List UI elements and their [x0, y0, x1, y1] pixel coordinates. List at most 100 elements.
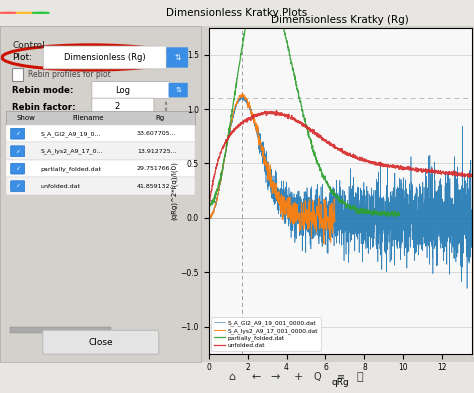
Circle shape: [0, 12, 17, 13]
S_A_lys2_A9_17_001_0000.dat: [330, 231, 336, 235]
FancyBboxPatch shape: [92, 98, 154, 115]
Text: Rebin factor:: Rebin factor:: [12, 103, 76, 112]
Text: 13.912725...: 13.912725...: [137, 149, 177, 154]
Text: Rebin profiles for plot: Rebin profiles for plot: [28, 70, 111, 79]
Bar: [6, 143, 195, 160]
S_A_lys2_A9_17_001_0000.dat: [207, 217, 212, 222]
S_A_GI2_A9_19_001_0000.dat: [240, 93, 246, 98]
Line: S_A_lys2_A9_17_001_0000.dat: S_A_lys2_A9_17_001_0000.dat: [210, 94, 335, 244]
FancyBboxPatch shape: [11, 163, 25, 174]
FancyBboxPatch shape: [92, 82, 170, 99]
Legend: S_A_GI2_A9_19_001_0000.dat, S_A_lys2_A9_17_001_0000.dat, partially_folded.dat, u: S_A_GI2_A9_19_001_0000.dat, S_A_lys2_A9_…: [211, 317, 320, 351]
S_A_GI2_A9_19_001_0000.dat: [252, 122, 258, 127]
S_A_GI2_A9_19_001_0000.dat: [436, 206, 441, 210]
S_A_lys2_A9_17_001_0000.dat: [332, 219, 338, 224]
Text: S_A_lys2_A9_17_0...: S_A_lys2_A9_17_0...: [40, 149, 103, 154]
FancyBboxPatch shape: [11, 146, 25, 156]
S_A_lys2_A9_17_001_0000.dat: [321, 242, 327, 246]
Text: ⌂: ⌂: [228, 372, 236, 382]
FancyBboxPatch shape: [43, 46, 166, 69]
Text: →: →: [270, 372, 280, 382]
Text: Dimensionless Kratky Plots: Dimensionless Kratky Plots: [166, 8, 308, 18]
Text: 41.859132...: 41.859132...: [137, 184, 176, 189]
FancyBboxPatch shape: [169, 83, 188, 97]
Bar: [12, 68, 23, 81]
unfolded.dat: [356, 157, 362, 162]
Y-axis label: (qRg)^2*I(q)/I(0): (qRg)^2*I(q)/I(0): [171, 161, 178, 220]
Text: ∧: ∧: [163, 101, 167, 106]
partially_folded.dat: [350, 203, 356, 208]
FancyBboxPatch shape: [166, 48, 188, 68]
partially_folded.dat: [371, 211, 376, 216]
partially_folded.dat: [342, 200, 348, 204]
Text: Q: Q: [314, 372, 321, 382]
FancyBboxPatch shape: [11, 129, 25, 139]
Text: Rg: Rg: [155, 115, 164, 121]
Text: 33.607705...: 33.607705...: [137, 131, 176, 136]
unfolded.dat: [323, 139, 329, 144]
S_A_GI2_A9_19_001_0000.dat: [237, 97, 242, 102]
Title: Dimensionless Kratky (Rg): Dimensionless Kratky (Rg): [271, 15, 409, 25]
Line: S_A_GI2_A9_19_001_0000.dat: S_A_GI2_A9_19_001_0000.dat: [210, 95, 472, 288]
Text: Dimensionless (Rg): Dimensionless (Rg): [64, 53, 146, 62]
partially_folded.dat: [397, 210, 402, 215]
Text: ✓: ✓: [15, 131, 20, 136]
Text: Filename: Filename: [73, 115, 104, 121]
S_A_lys2_A9_17_001_0000.dat: [267, 173, 273, 178]
unfolded.dat: [227, 133, 233, 138]
Text: ✓: ✓: [15, 166, 20, 171]
Text: ✓: ✓: [15, 184, 20, 189]
Text: Close: Close: [89, 338, 113, 347]
Text: 🖫: 🖫: [357, 372, 364, 382]
FancyBboxPatch shape: [43, 330, 159, 354]
partially_folded.dat: [288, 57, 294, 62]
Text: unfolded.dat: unfolded.dat: [40, 184, 80, 189]
FancyBboxPatch shape: [11, 181, 25, 191]
unfolded.dat: [274, 108, 280, 113]
Text: Rebin mode:: Rebin mode:: [12, 86, 73, 95]
Text: 2: 2: [115, 102, 120, 111]
partially_folded.dat: [392, 215, 398, 219]
unfolded.dat: [469, 172, 474, 177]
S_A_GI2_A9_19_001_0000.dat: [307, 242, 313, 247]
Line: partially_folded.dat: partially_folded.dat: [210, 0, 400, 217]
Text: Control: Control: [12, 40, 45, 50]
Bar: [6, 160, 195, 177]
Circle shape: [16, 12, 33, 13]
S_A_GI2_A9_19_001_0000.dat: [464, 286, 470, 291]
partially_folded.dat: [228, 121, 233, 125]
S_A_lys2_A9_17_001_0000.dat: [275, 199, 281, 204]
Text: ≡: ≡: [337, 372, 346, 382]
Text: Plot:: Plot:: [12, 53, 32, 62]
Bar: [6, 177, 195, 195]
S_A_GI2_A9_19_001_0000.dat: [319, 217, 324, 222]
Circle shape: [32, 12, 49, 13]
X-axis label: qRg: qRg: [331, 378, 349, 387]
Text: Show: Show: [16, 115, 35, 121]
Bar: [6, 111, 195, 125]
Text: ⇅: ⇅: [175, 87, 181, 93]
Text: partially_folded.dat: partially_folded.dat: [40, 166, 101, 171]
Text: Log: Log: [115, 86, 130, 95]
S_A_lys2_A9_17_001_0000.dat: [267, 163, 273, 167]
Bar: [6, 125, 195, 143]
S_A_GI2_A9_19_001_0000.dat: [464, 226, 469, 231]
Text: ←: ←: [251, 372, 261, 382]
unfolded.dat: [318, 136, 324, 140]
Text: S_A_GI2_A9_19_0...: S_A_GI2_A9_19_0...: [40, 131, 101, 137]
unfolded.dat: [328, 143, 334, 147]
unfolded.dat: [237, 120, 243, 125]
Text: 29.751766...: 29.751766...: [137, 166, 176, 171]
S_A_lys2_A9_17_001_0000.dat: [282, 212, 287, 217]
partially_folded.dat: [207, 201, 212, 206]
Bar: [10, 327, 111, 333]
Text: +: +: [294, 372, 303, 382]
S_A_GI2_A9_19_001_0000.dat: [469, 219, 474, 224]
Text: ⇅: ⇅: [174, 53, 181, 62]
S_A_lys2_A9_17_001_0000.dat: [310, 221, 316, 226]
unfolded.dat: [207, 200, 212, 204]
Text: ∨: ∨: [163, 107, 167, 112]
S_A_lys2_A9_17_001_0000.dat: [240, 92, 246, 96]
S_A_GI2_A9_19_001_0000.dat: [207, 215, 212, 219]
Text: ✓: ✓: [15, 149, 20, 154]
